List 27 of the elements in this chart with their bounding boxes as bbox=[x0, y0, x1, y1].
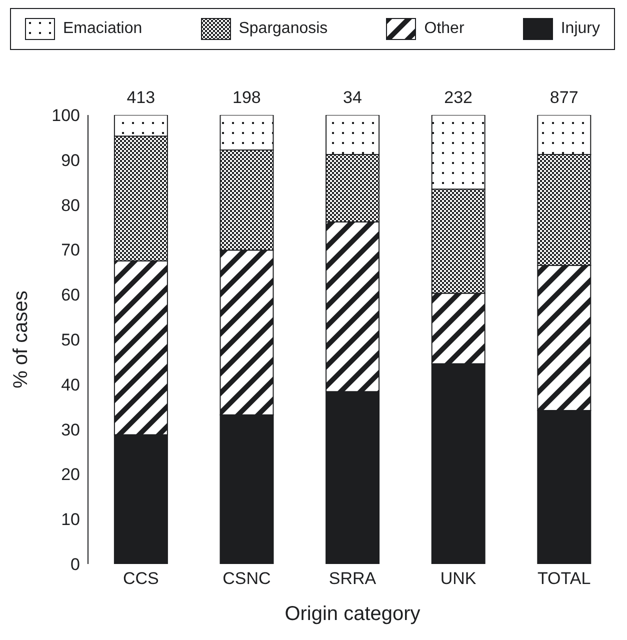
x-tick-label: CSNC bbox=[222, 569, 271, 588]
legend-label: Emaciation bbox=[63, 20, 142, 38]
x-tick-label: TOTAL bbox=[537, 569, 591, 588]
x-tick-label: CCS bbox=[122, 569, 159, 588]
annotation: 34 bbox=[343, 88, 362, 107]
legend-label: Other bbox=[424, 20, 464, 38]
y-tick-label: 60 bbox=[61, 286, 80, 305]
y-tick-label: 40 bbox=[61, 375, 80, 394]
annotation: 198 bbox=[232, 88, 261, 107]
y-tick-label: 10 bbox=[61, 510, 80, 530]
y-tick-label: 0 bbox=[70, 555, 80, 574]
annotation: 877 bbox=[550, 88, 578, 107]
x-axis-title: Origin category bbox=[284, 603, 420, 625]
y-tick-label: 20 bbox=[61, 465, 80, 484]
annotation: 232 bbox=[444, 88, 472, 107]
y-tick-label: 70 bbox=[61, 240, 80, 260]
y-tick-label: 30 bbox=[61, 420, 80, 440]
annotation: 413 bbox=[126, 88, 156, 107]
y-tick-label: 80 bbox=[61, 196, 80, 215]
y-tick-label: 100 bbox=[52, 106, 80, 126]
y-axis-title: % of cases bbox=[10, 290, 32, 388]
legend-label: Sparganosis bbox=[238, 20, 328, 38]
y-tick-label: 90 bbox=[61, 150, 80, 170]
x-tick-label: SRRA bbox=[328, 569, 377, 588]
x-tick-label: UNK bbox=[440, 569, 477, 588]
y-tick-label: 50 bbox=[61, 330, 80, 350]
legend-label: Injury bbox=[560, 20, 600, 38]
